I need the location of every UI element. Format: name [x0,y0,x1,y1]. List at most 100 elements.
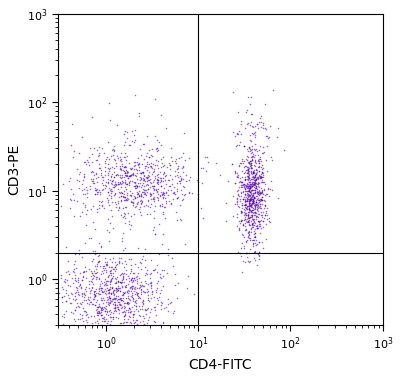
Point [244,94,251,100]
Point [128,166,134,172]
Point [68,301,74,307]
Point [263,210,269,216]
Point [258,119,264,125]
Point [244,237,250,243]
Point [106,187,113,193]
Point [244,180,250,186]
Point [168,200,174,207]
Point [114,297,120,303]
Point [70,280,76,286]
Point [246,209,252,215]
Point [261,197,267,203]
Point [246,258,252,265]
Point [170,196,176,202]
Point [268,154,274,160]
Point [70,322,76,328]
Point [150,177,157,183]
Point [114,278,121,284]
Point [160,273,167,279]
Point [159,267,165,273]
Point [129,304,135,310]
Point [128,331,134,337]
Point [251,212,257,218]
Point [249,200,255,206]
Point [110,314,116,320]
Point [103,299,110,305]
Point [244,198,250,204]
Point [126,180,132,186]
Point [97,310,104,316]
Point [70,154,76,160]
Point [246,228,252,234]
Point [245,258,251,264]
Point [258,197,264,203]
Point [257,173,263,179]
Point [87,207,94,213]
Point [248,154,255,160]
Point [153,157,159,163]
Point [139,199,146,205]
Point [242,226,249,232]
Point [238,210,244,216]
Point [255,211,262,217]
Point [123,284,129,290]
Point [87,299,93,305]
Point [97,172,104,178]
Point [48,247,54,253]
Point [253,176,259,182]
Point [134,273,140,279]
Point [122,299,128,305]
Point [254,166,260,172]
Point [174,194,180,200]
Point [127,178,133,184]
Point [257,201,263,207]
Point [160,185,167,191]
Point [91,313,97,319]
Point [230,213,236,219]
Point [252,210,258,216]
Point [144,168,150,174]
Point [115,293,121,299]
Point [260,150,266,156]
Point [141,172,147,179]
Point [89,269,95,276]
Point [127,192,133,198]
Point [122,172,128,179]
Point [137,259,144,265]
Point [111,299,118,305]
Point [95,304,102,310]
Point [98,199,104,205]
Point [200,215,206,221]
Point [112,276,118,282]
Point [246,189,253,195]
Point [150,183,157,190]
Point [134,191,140,197]
Point [250,169,256,175]
Point [252,172,259,179]
Point [101,279,108,285]
Point [246,159,252,165]
Point [100,300,107,306]
Point [248,187,254,193]
Point [262,202,268,208]
Point [160,231,166,237]
Point [103,262,109,268]
Point [136,303,142,309]
Point [256,147,262,153]
Point [107,321,113,327]
Point [251,255,257,261]
Point [148,283,154,290]
Point [178,175,184,182]
Point [262,203,268,209]
Point [83,222,89,228]
Point [246,202,252,208]
Point [132,160,138,166]
Point [100,177,106,183]
Point [129,171,136,177]
Point [124,169,130,175]
Point [120,309,127,315]
Point [182,157,188,163]
Point [245,209,252,215]
Point [87,183,93,189]
Point [59,299,65,305]
